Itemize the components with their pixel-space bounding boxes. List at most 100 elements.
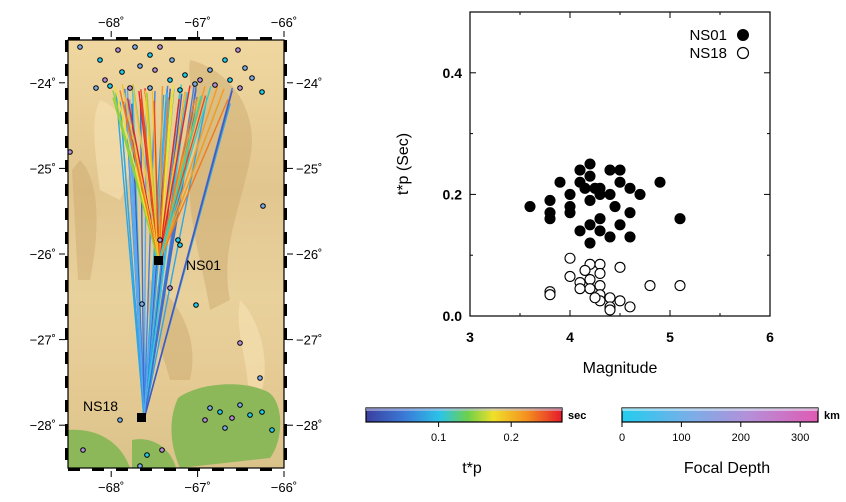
scatter-xlabel: Magnitude [583,360,658,377]
map-ytick-label-left: −25˚ [30,161,56,176]
map-border-seg [284,208,287,220]
colorbar-tick-label: 100 [672,432,690,444]
legend-marker-ns18 [736,46,750,60]
event-marker [127,85,133,91]
scatter-point-ns01 [579,182,591,194]
event-marker [175,237,181,243]
scatter-point-ns01 [609,201,621,213]
map-border-seg [92,468,104,471]
scatter-point-ns01 [584,170,596,182]
map-panel: −68˚ −68˚ −67˚ −67˚ −66˚ −66˚ −24˚ −24˚ −25˚ −25˚… [30,15,323,495]
map-border-seg [284,328,287,340]
scatter-point-ns01 [604,164,616,176]
event-marker [242,65,248,71]
scatter-xtick-label: 3 [466,329,474,345]
scatter-point-ns01 [654,176,666,188]
event-marker [193,302,199,308]
station-ns01-marker [154,256,163,265]
depth-colorbar-label: Focal Depth [684,460,770,477]
map-ytick-label-right: −28˚ [296,418,322,433]
event-marker [259,409,265,415]
legend-label-ns18: NS18 [689,45,727,62]
map-border [65,37,287,471]
event-marker [212,82,218,88]
scatter-point-ns01 [624,207,636,219]
ray-path-ns18 [139,101,145,420]
scatter-point-ns01 [594,213,606,225]
map-ytick-label-right: −24˚ [296,76,322,91]
map-border-seg [284,376,287,388]
map-border-seg [284,352,287,364]
ray-path-ns01 [158,98,180,263]
map-xtick-label-top: −68˚ [98,15,124,30]
event-marker [68,149,73,155]
event-marker [157,44,163,50]
map-border-seg [164,37,176,40]
event-marker [144,452,150,458]
event-marker [177,242,183,248]
scatter-point-ns01 [584,237,596,249]
event-marker [207,67,213,73]
map-ytick-label-right: −26˚ [296,247,322,262]
event-marker [249,75,255,81]
event-marker [80,447,86,453]
scatter-point-ns01 [584,219,596,231]
map-border-seg [65,328,68,340]
colorbar-tick-label: 300 [791,432,809,444]
map-ytick-label-right: −25˚ [296,161,322,176]
event-marker [77,44,83,50]
scatter-xtick-label: 5 [666,329,674,345]
event-marker [227,77,233,83]
event-marker [202,417,208,423]
scatter-point-ns01 [674,213,686,225]
event-marker [207,405,213,411]
map-border-seg [188,37,200,40]
event-marker [192,81,198,87]
ray-path-ns01 [112,97,160,263]
scatter-point-ns18 [564,252,576,264]
map-border-seg [65,40,68,52]
event-marker [119,69,125,75]
map-border-seg [284,184,287,196]
map-border-seg [65,232,68,244]
map-border-seg [260,468,272,471]
colorbar-tick-label: 200 [732,432,750,444]
map-border-seg [65,160,68,172]
event-marker [167,285,173,291]
event-marker [197,77,203,83]
map-xtick-label-top: −67˚ [184,15,210,30]
scatter-point-ns01 [589,182,601,194]
event-marker [257,375,263,381]
map-border-seg [236,37,248,40]
map-border-seg [65,208,68,220]
station-ns18-label: NS18 [83,398,118,414]
scatter-axis-ticks: 3 4 5 6 0.0 0.2 0.4 [443,11,774,345]
depth-colorbar-unit: km [824,410,840,422]
scatter-point-ns18 [604,304,616,316]
map-xtick-label-bottom: −68˚ [98,480,124,495]
map-border-seg [284,232,287,244]
event-marker [182,72,188,78]
event-marker [247,412,253,418]
map-border-seg [164,468,176,471]
scatter-point-ns01 [584,158,596,170]
event-marker [147,52,153,58]
event-marker [222,57,228,63]
scatter-point-ns01 [524,201,536,213]
station-ns01-label: NS01 [186,257,221,273]
scatter-point-ns01 [604,188,616,200]
map-ytick-label-left: −26˚ [30,247,56,262]
scatter-ylabel: t*p (Sec) [395,133,412,195]
map-border-seg [65,88,68,100]
event-marker [237,340,243,346]
map-border-seg [65,256,68,268]
scatter-ytick-label: 0.4 [443,65,463,81]
scatter-point-ns01 [614,219,626,231]
map-border-seg [284,304,287,316]
scatter-point-ns01 [604,231,616,243]
map-border-seg [284,112,287,124]
map-axis-ticks: −68˚ −68˚ −67˚ −67˚ −66˚ −66˚ −24˚ −24˚ −25˚ −25˚… [30,15,323,495]
legend-label-ns01: NS01 [689,27,727,44]
map-border-seg [284,136,287,148]
map-border-seg [65,376,68,388]
